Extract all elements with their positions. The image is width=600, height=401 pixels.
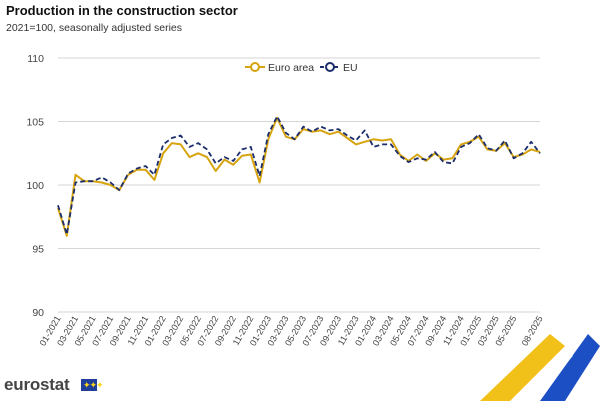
y-axis: 90 95 100 105 110 bbox=[26, 53, 44, 319]
series-lines bbox=[57, 115, 541, 237]
y-tick-label: 110 bbox=[27, 53, 44, 65]
eu-flag-icon: ✦✦✦ bbox=[81, 379, 104, 391]
series-line-eu[interactable] bbox=[57, 115, 541, 236]
chart-subtitle: 2021=100, seasonally adjusted series bbox=[6, 22, 182, 34]
legend-eu-marker bbox=[325, 62, 335, 72]
white-gap-shape bbox=[522, 350, 573, 401]
y-tick-label: 90 bbox=[32, 307, 44, 319]
legend-euro-area-label: Euro area bbox=[268, 62, 314, 74]
y-tick-label: 105 bbox=[26, 117, 44, 129]
legend-item-euro-area[interactable]: Euro area bbox=[245, 62, 314, 74]
eurostat-logo[interactable]: eurostat bbox=[4, 375, 70, 394]
yellow-stripe-shape bbox=[480, 334, 565, 401]
grid-lines bbox=[58, 57, 540, 313]
y-tick-label: 100 bbox=[26, 180, 44, 192]
blue-stripe-shape bbox=[540, 334, 600, 401]
legend-item-eu[interactable]: EU bbox=[320, 62, 358, 74]
corner-decoration bbox=[480, 334, 600, 401]
x-axis: 01-202103-202105-202107-202109-202111-20… bbox=[38, 314, 545, 348]
legend-eu-label: EU bbox=[343, 62, 358, 74]
series-line-euro-area[interactable] bbox=[57, 116, 541, 237]
legend-euro-area-marker bbox=[250, 62, 260, 72]
y-tick-label: 95 bbox=[32, 244, 44, 256]
chart-title: Production in the construction sector bbox=[6, 3, 238, 18]
legend[interactable]: Euro area EU bbox=[245, 62, 358, 74]
